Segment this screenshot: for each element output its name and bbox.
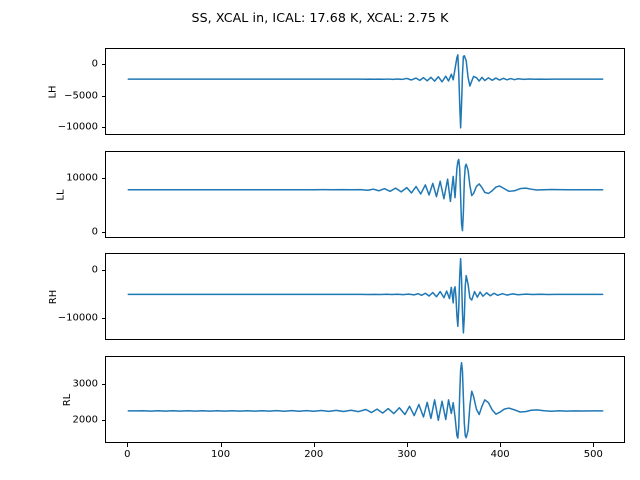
axes-frame-lh — [105, 48, 625, 135]
xtick-label-5: 500 — [583, 449, 603, 460]
ytick-label-lh-2: −10000 — [57, 121, 98, 133]
ytick-label-rl-1: 2000 — [72, 414, 98, 426]
xtick-label-3: 300 — [397, 449, 417, 460]
data-trace-ll — [128, 159, 602, 230]
xtick-label-4: 400 — [490, 449, 510, 460]
xtick-2 — [313, 443, 315, 447]
ytick-label-lh-0: 0 — [91, 58, 98, 70]
ytick-label-ll-0: 10000 — [66, 172, 98, 184]
xtick-0 — [127, 443, 129, 447]
xtick-label-2: 200 — [304, 449, 324, 460]
xtick-label-0: 0 — [124, 449, 131, 460]
data-trace-lh — [128, 55, 602, 128]
ytick-label-rl-0: 3000 — [72, 378, 98, 390]
xtick-4 — [500, 443, 502, 447]
ytick-rh-0 — [101, 270, 105, 272]
axes-frame-rh — [105, 253, 625, 340]
subplot-lh: 0 −5000 −10000 LH — [48, 48, 625, 135]
xtick-3 — [406, 443, 408, 447]
ylabel-lh: LH — [47, 84, 59, 99]
subplot-ll: 10000 0 LL — [56, 151, 625, 238]
ylabel-rh: RH — [47, 289, 59, 304]
ytick-lh-2 — [101, 127, 105, 129]
xtick-label-1: 100 — [211, 449, 231, 460]
ytick-rl-0 — [101, 383, 105, 385]
ytick-label-lh-1: −5000 — [64, 90, 98, 102]
subplot-rl: 3000 2000 RL 0 100 200 300 400 500 — [63, 356, 625, 460]
data-trace-rl — [128, 363, 602, 438]
ylabel-ll: LL — [55, 188, 67, 201]
subplot-rh: 0 −10000 RH — [48, 253, 625, 340]
ytick-ll-0 — [101, 177, 105, 179]
axes-frame-ll — [105, 151, 625, 238]
ytick-label-rh-0: 0 — [91, 264, 98, 276]
figure-title: SS, XCAL in, ICAL: 17.68 K, XCAL: 2.75 K — [191, 10, 449, 25]
ytick-label-ll-1: 0 — [91, 226, 98, 238]
ytick-rh-1 — [101, 318, 105, 320]
xtick-1 — [220, 443, 222, 447]
ytick-lh-0 — [101, 64, 105, 66]
ytick-ll-1 — [101, 232, 105, 234]
ytick-rl-1 — [101, 420, 105, 422]
ylabel-rl: RL — [62, 393, 74, 406]
axes-frame-rl — [105, 356, 625, 443]
ytick-label-rh-1: −10000 — [57, 312, 98, 324]
ytick-lh-1 — [101, 95, 105, 97]
xtick-5 — [593, 443, 595, 447]
data-trace-rh — [128, 259, 602, 333]
